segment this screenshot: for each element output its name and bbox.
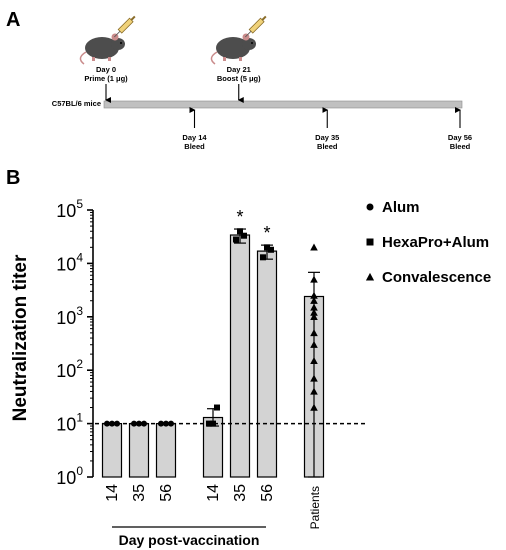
legend: Alum HexaPro+Alum Convalescence (365, 199, 491, 286)
x-axis-label: Day post-vaccination (119, 532, 260, 548)
data-point-6-10 (310, 374, 318, 382)
timeline-event-top-0: Prime (1 μg) (84, 74, 128, 83)
timeline-event-bottom-1: Bleed (317, 142, 338, 151)
timeline-day-bottom-2: Day 56 (448, 133, 472, 142)
data-point-6-5 (310, 308, 318, 316)
timeline-bar (103, 100, 463, 109)
x-category-label-6: Patients (308, 486, 322, 529)
timeline-event-bottom-0: Bleed (184, 142, 205, 151)
y-tick-label-1: 101 (56, 411, 83, 435)
timeline-day-bottom-0: Day 14 (182, 133, 207, 142)
neutralization-chart: Neutralization titer 100101102103104105 … (10, 197, 491, 548)
data-point-4-2 (241, 232, 247, 239)
mouse-icon-boost (210, 33, 256, 65)
y-tick-label-3: 103 (56, 304, 83, 328)
data-point-6-11 (310, 387, 318, 395)
bars: ** (101, 207, 325, 478)
bar-group-2 (155, 420, 177, 478)
legend-marker-triangle (365, 272, 375, 281)
timeline-day-bottom-1: Day 35 (315, 133, 339, 142)
data-point-5-0 (260, 254, 266, 261)
legend-label-2: Convalescence (382, 269, 491, 286)
data-point-6-0 (310, 243, 318, 251)
legend-marker-square (366, 238, 374, 246)
mouse-icon-prime (79, 33, 125, 65)
bar-0 (101, 423, 123, 478)
x-category-labels: 14 35 56 14 35 56 Patients (104, 484, 322, 529)
bar-group-3 (202, 404, 224, 478)
data-point-0-0 (104, 420, 110, 427)
x-category-label-2: 56 (158, 484, 175, 502)
data-point-6-12 (310, 403, 318, 411)
bar-group-1 (128, 420, 150, 478)
y-axis: 100 101 102 103 104 105 (56, 197, 94, 488)
legend-marker-circle (366, 203, 374, 211)
x-category-label-4: 35 (232, 484, 249, 502)
legend-label-0: Alum (382, 199, 420, 216)
bar-group-0 (101, 420, 123, 478)
data-point-6-3 (310, 296, 318, 304)
bar-group-5: * (256, 223, 278, 478)
syringe-icon-prime (114, 15, 136, 38)
bar-group-4: * (229, 207, 251, 478)
x-category-label-0: 14 (104, 484, 121, 502)
data-point-6-9 (310, 356, 318, 364)
significance-star-4: * (236, 207, 243, 227)
y-tick-label-2: 102 (56, 357, 83, 381)
timeline-day-top-0: Day 0 (96, 65, 116, 74)
data-point-4-0 (233, 236, 239, 243)
data-point-6-8 (310, 340, 318, 348)
timeline-event-top-1: Boost (5 μg) (217, 74, 261, 83)
bar-1 (128, 423, 150, 478)
data-point-4-1 (237, 228, 243, 235)
data-point-6-1 (310, 275, 318, 283)
data-point-3-1 (210, 420, 216, 427)
mouse-strain-label: C57BL/6 mice (52, 99, 101, 108)
data-point-6-6 (310, 313, 318, 320)
legend-label-1: HexaPro+Alum (382, 234, 489, 251)
y-axis-label: Neutralization titer (10, 254, 31, 421)
significance-star-5: * (263, 223, 270, 243)
data-point-6-7 (310, 329, 318, 337)
timeline-day-top-1: Day 21 (227, 65, 251, 74)
x-category-label-3: 14 (205, 484, 222, 502)
y-tick-label-5: 105 (56, 197, 83, 221)
panel-b-letter: B (6, 167, 20, 189)
x-category-label-5: 56 (259, 484, 276, 502)
data-point-5-2 (268, 246, 274, 253)
data-point-6-2 (310, 291, 318, 299)
y-tick-label-0: 100 (56, 464, 83, 488)
bar-4 (229, 234, 251, 478)
bar-group-6 (303, 243, 325, 478)
data-point-5-1 (264, 244, 270, 251)
data-point-2-2 (168, 420, 174, 427)
y-tick-label-4: 104 (56, 250, 83, 274)
bar-5 (256, 250, 278, 478)
x-category-label-1: 35 (131, 484, 148, 502)
timeline-event-bottom-2: Bleed (450, 142, 471, 151)
panel-a-letter: A (6, 9, 20, 31)
syringe-icon-boost (245, 15, 267, 38)
bar-2 (155, 423, 177, 478)
data-point-6-4 (310, 303, 318, 311)
data-point-3-2 (214, 404, 220, 411)
